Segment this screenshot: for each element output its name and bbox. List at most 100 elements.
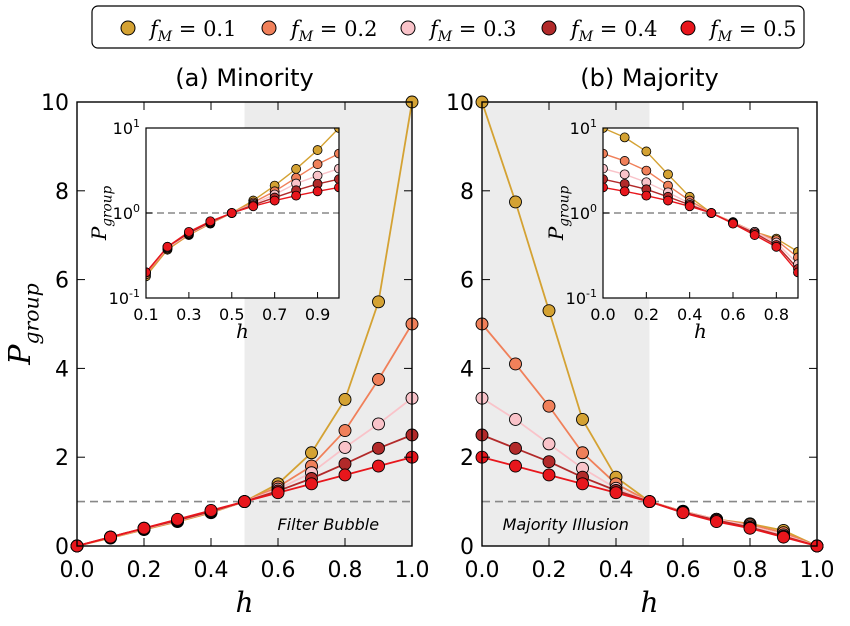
legend-marker [400,20,416,36]
panel-title: (b) Majority [580,64,719,92]
data-point [542,437,556,451]
inset-series-line [603,178,798,270]
y-tick-label: 6 [55,269,69,294]
inset-y-tick-label: 100 [113,202,140,223]
inset-data-point [663,169,673,180]
legend-label: fM = 0.5 [708,17,796,45]
y-tick-label: 4 [55,357,69,382]
data-point [305,477,318,491]
x-tick-label: 0.8 [733,558,768,583]
inset-data-point [771,241,782,252]
x-tick-label: 0.0 [60,558,95,583]
y-tick-label: 2 [55,446,69,471]
legend-marker [261,20,277,36]
inset-x-tick-label: 0.4 [677,305,702,324]
inset-data-point [684,201,695,212]
inset-data-point [183,226,194,237]
panel-majority: Majority Illusion 0.0 0.2 0.4 0.6 0.8 1.0 0 2 4 6 8… [446,64,835,619]
inset-series-line [603,152,798,258]
data-point [509,195,522,209]
x-tick-label: 0.6 [666,558,701,583]
y-tick-label: 10 [41,91,69,116]
inset-x-tick-label: 0.0 [590,305,615,324]
data-point [271,486,285,500]
y-tick-label: 8 [460,180,474,205]
inset-y-tick-label: 10-1 [109,287,140,308]
inset-x-tick-label: 0.8 [764,305,789,324]
inset-x-tick-label: 0.5 [219,305,244,324]
legend-label: fM = 0.2 [289,17,377,45]
inset-x-tick-label: 0.7 [262,305,287,324]
inset-data-point [619,186,630,197]
inset-data-point [641,165,652,176]
inset-series-line [603,128,798,253]
inset-data-point [312,159,323,170]
legend-marker [541,20,557,36]
inset-x-tick-label: 0.6 [720,305,745,324]
inset-data-point [269,195,280,206]
inset-x-tick-label: 0.2 [634,305,659,324]
data-point [542,468,556,482]
inset-data-point [663,195,673,206]
x-tick-label: 0.6 [261,558,296,583]
inset-data-point [619,156,630,166]
inset-y-tick-label: 10-1 [566,287,597,308]
inset-data-point [619,132,630,143]
inset-data-point [603,174,608,185]
data-point [204,504,218,517]
inset-data-point [334,128,339,133]
data-point [710,515,723,529]
inset-data-point [641,146,652,157]
panel-minority: Filter Bubble 0.0 0.2 0.4 0.6 0.8 1.0 0 2 4 6 8 10 (a… [3,64,430,619]
data-point [509,459,522,473]
inset-series-line [146,186,339,273]
inset-data-point [312,145,323,155]
inset-data-point [334,174,339,185]
x-tick-label: 0.2 [127,558,162,583]
data-point [643,495,656,509]
region-label: Filter Bubble [277,515,379,534]
y-tick-label: 0 [460,535,474,560]
inset-data-point [312,170,323,181]
x-tick-label: 0.4 [194,558,229,583]
inset-data-point [749,230,760,240]
inset-data-point [619,169,630,180]
data-point [542,399,556,413]
inset-x-tick-label: 0.9 [305,305,330,324]
data-point [338,393,352,406]
inset-data-point [793,267,798,278]
x-tick-label: 1.0 [800,558,835,583]
axes-frame [481,101,818,547]
inset-background [603,128,798,298]
x-axis-label: h [235,586,253,619]
inset-x-tick-label: 0.1 [133,305,158,324]
inset-data-point [205,216,216,227]
data-point [372,295,385,309]
data-point [372,373,385,386]
legend-marker [120,20,136,36]
data-point [509,441,522,455]
legend-label: fM = 0.4 [569,17,657,45]
inset-data-point [603,182,608,193]
data-point [576,413,589,426]
data-point [238,495,251,509]
data-point [338,440,352,454]
inset-data-point [312,186,323,197]
legend-frame [91,5,805,49]
data-point [338,457,352,471]
legend-label: fM = 0.3 [428,17,516,45]
inset-data-point [334,163,339,174]
x-axis-label: h [640,586,658,619]
data-point [576,446,589,460]
data-point [542,304,556,318]
inset-x-axis-label: h [694,319,707,343]
inset-data-point [248,201,259,212]
data-point [576,477,589,491]
x-tick-label: 1.0 [395,558,430,583]
inset-data-point [146,267,151,278]
y-tick-label: 6 [460,269,474,294]
x-tick-label: 0.8 [328,558,363,583]
data-point [676,506,690,520]
inset-data-point [603,128,608,133]
